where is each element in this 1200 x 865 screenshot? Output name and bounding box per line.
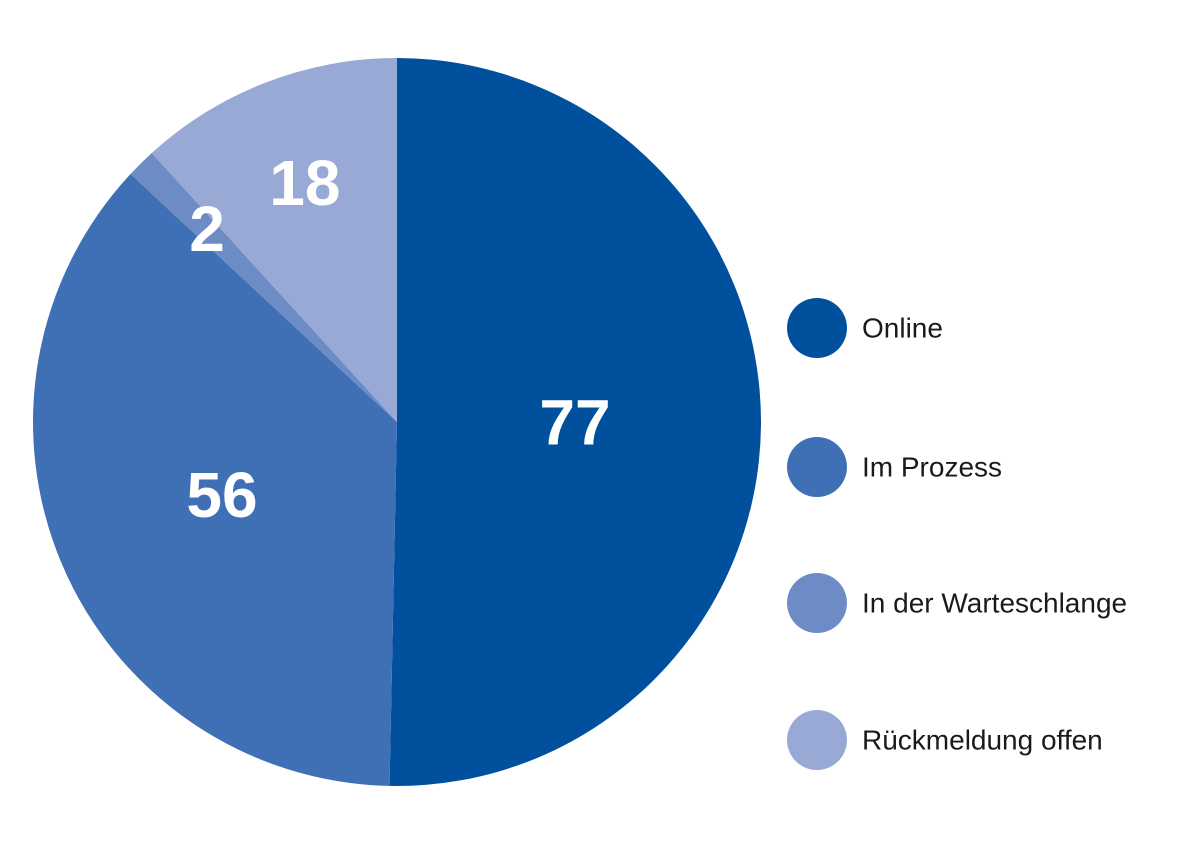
legend-label: Im Prozess bbox=[862, 451, 1002, 482]
legend-swatch bbox=[787, 573, 847, 633]
legend-label: Online bbox=[862, 312, 943, 343]
legend-swatch bbox=[787, 437, 847, 497]
pie-slice bbox=[33, 174, 398, 786]
data-label: 2 bbox=[189, 193, 225, 265]
data-label: 77 bbox=[539, 387, 610, 459]
legend-swatch bbox=[787, 298, 847, 358]
pie-slice bbox=[389, 58, 761, 787]
pie-slice bbox=[130, 153, 397, 423]
data-label: 18 bbox=[269, 147, 340, 219]
legend-swatch bbox=[787, 710, 847, 770]
legend-label: Rückmeldung offen bbox=[862, 724, 1103, 755]
data-label: 56 bbox=[186, 459, 257, 531]
pie-slice bbox=[151, 58, 397, 422]
legend-label: In der Warteschlange bbox=[862, 587, 1127, 618]
